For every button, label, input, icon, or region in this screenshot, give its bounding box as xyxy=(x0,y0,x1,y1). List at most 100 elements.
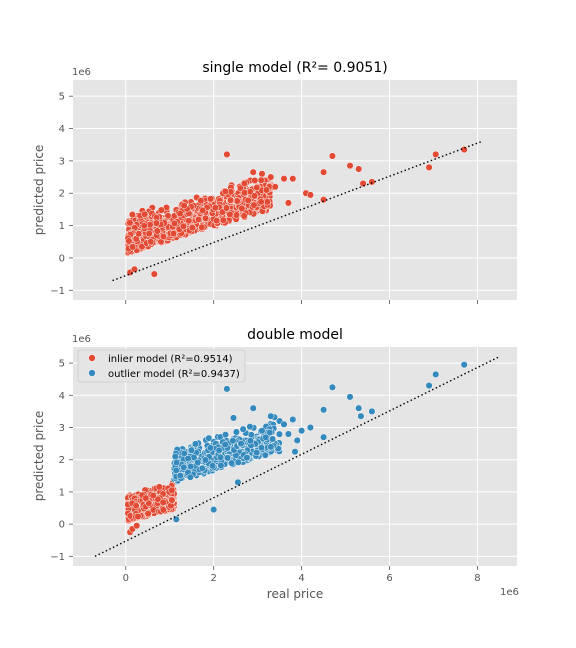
scatter-point xyxy=(432,370,440,378)
scatter-point xyxy=(185,217,193,225)
scatter-point xyxy=(221,440,229,449)
scatter-point xyxy=(217,453,225,461)
scatter-point xyxy=(275,430,283,438)
scatter-point xyxy=(170,219,179,227)
scatter-point xyxy=(205,434,213,442)
scatter-point xyxy=(236,184,245,192)
scatter-point xyxy=(320,433,328,441)
plot-area-background xyxy=(73,347,517,566)
reference-line-group xyxy=(112,140,483,282)
scatter-point xyxy=(237,440,245,448)
scatter-point xyxy=(197,197,205,205)
scatter-point xyxy=(176,472,184,480)
scatter-point xyxy=(144,510,152,518)
y-tick-label: −1 xyxy=(50,552,65,563)
scatter-point xyxy=(425,163,433,171)
scatter-point xyxy=(159,233,168,241)
scatter-point xyxy=(253,448,261,457)
scatter-point xyxy=(267,173,275,181)
scatter-point xyxy=(226,210,234,218)
y-tick-label: 2 xyxy=(59,189,65,200)
scatter-point xyxy=(152,219,160,227)
scatter-point xyxy=(159,498,167,506)
scatter-point xyxy=(306,191,314,199)
scatter-point xyxy=(223,385,231,393)
chart-single-model: −1 0 1 2 3 4 5 single model (R²= 0.9051) predi… xyxy=(32,60,517,304)
scatter-point xyxy=(188,224,196,232)
scatter-point xyxy=(140,222,148,230)
scatter-point xyxy=(298,427,306,435)
scatter-point xyxy=(191,440,200,448)
legend-box xyxy=(77,349,246,383)
scatter-point xyxy=(425,382,433,390)
scatter-point xyxy=(207,195,215,203)
scatter-point xyxy=(233,197,241,205)
scatter-point xyxy=(261,451,269,459)
scatter-point xyxy=(240,189,249,197)
y-tick-label: 3 xyxy=(59,423,65,434)
scatter-point xyxy=(215,446,223,454)
scatter-point xyxy=(210,506,218,514)
y-tick-label: 0 xyxy=(59,253,65,264)
scatter-point xyxy=(206,444,214,452)
scatter-point xyxy=(249,168,257,176)
scatter-point xyxy=(271,183,279,191)
y-axis-offset-label: 1e6 xyxy=(72,67,91,78)
scatter-point xyxy=(257,444,265,452)
x-axis-label: real price xyxy=(267,587,323,601)
scatter-point xyxy=(251,176,259,185)
y-tick-label: −1 xyxy=(50,286,65,297)
plot-area-background xyxy=(73,80,517,300)
scatter-point xyxy=(239,425,247,433)
scatter-point xyxy=(263,198,271,206)
gridlines xyxy=(73,80,517,300)
scatter-point xyxy=(280,175,288,183)
scatter-point xyxy=(126,219,134,227)
reference-line xyxy=(112,140,483,282)
scatter-point xyxy=(266,429,274,437)
scatter-point xyxy=(293,436,301,444)
y-axis-label: predicted price xyxy=(32,411,46,502)
scatter-point xyxy=(134,512,142,521)
scatter-point xyxy=(250,201,258,209)
scatter-point xyxy=(284,199,292,207)
scatter-point xyxy=(232,428,240,436)
scatter-point xyxy=(262,433,270,441)
scatter-point xyxy=(346,393,354,401)
y-tick-label: 5 xyxy=(59,359,65,370)
scatter-point xyxy=(147,238,155,246)
y-tick-label: 4 xyxy=(59,124,65,135)
scatter-point xyxy=(129,243,137,251)
scatter-point xyxy=(130,265,139,273)
scatter-point xyxy=(250,192,259,200)
scatter-point xyxy=(125,237,133,245)
x-tick-label: 0 xyxy=(123,573,129,584)
scatter-point xyxy=(229,437,237,445)
scatter-point xyxy=(217,461,225,469)
x-tick-label: 2 xyxy=(210,573,216,584)
scatter-point xyxy=(157,206,165,214)
scatter-point xyxy=(135,230,143,238)
scatter-point xyxy=(243,454,251,462)
x-axis-offset-label: 1e6 xyxy=(500,587,519,598)
scatter-point xyxy=(291,448,299,456)
chart-double-model: 0 2 4 6 8 −1 0 1 2 3 4 5 double model predicted pri… xyxy=(32,327,519,601)
scatter-point xyxy=(355,165,363,173)
legend-entry-outlier: outlier model (R²=0.9437) xyxy=(108,369,240,380)
scatter-point xyxy=(198,223,206,231)
scatter-point xyxy=(234,458,242,466)
scatter-point xyxy=(267,443,275,451)
scatter-points xyxy=(124,146,468,278)
scatter-point xyxy=(133,522,141,530)
scatter-point xyxy=(460,361,468,369)
scatter-point xyxy=(234,478,242,486)
scatter-point xyxy=(368,407,376,415)
scatter-point xyxy=(201,456,209,464)
y-tick-label: 4 xyxy=(59,391,65,402)
scatter-point xyxy=(257,198,265,206)
scatter-point xyxy=(253,183,261,192)
scatter-point xyxy=(176,210,184,218)
scatter-point xyxy=(238,204,246,212)
gridlines xyxy=(73,347,517,566)
legend-entry-inlier: inlier model (R²=0.9514) xyxy=(108,354,233,365)
